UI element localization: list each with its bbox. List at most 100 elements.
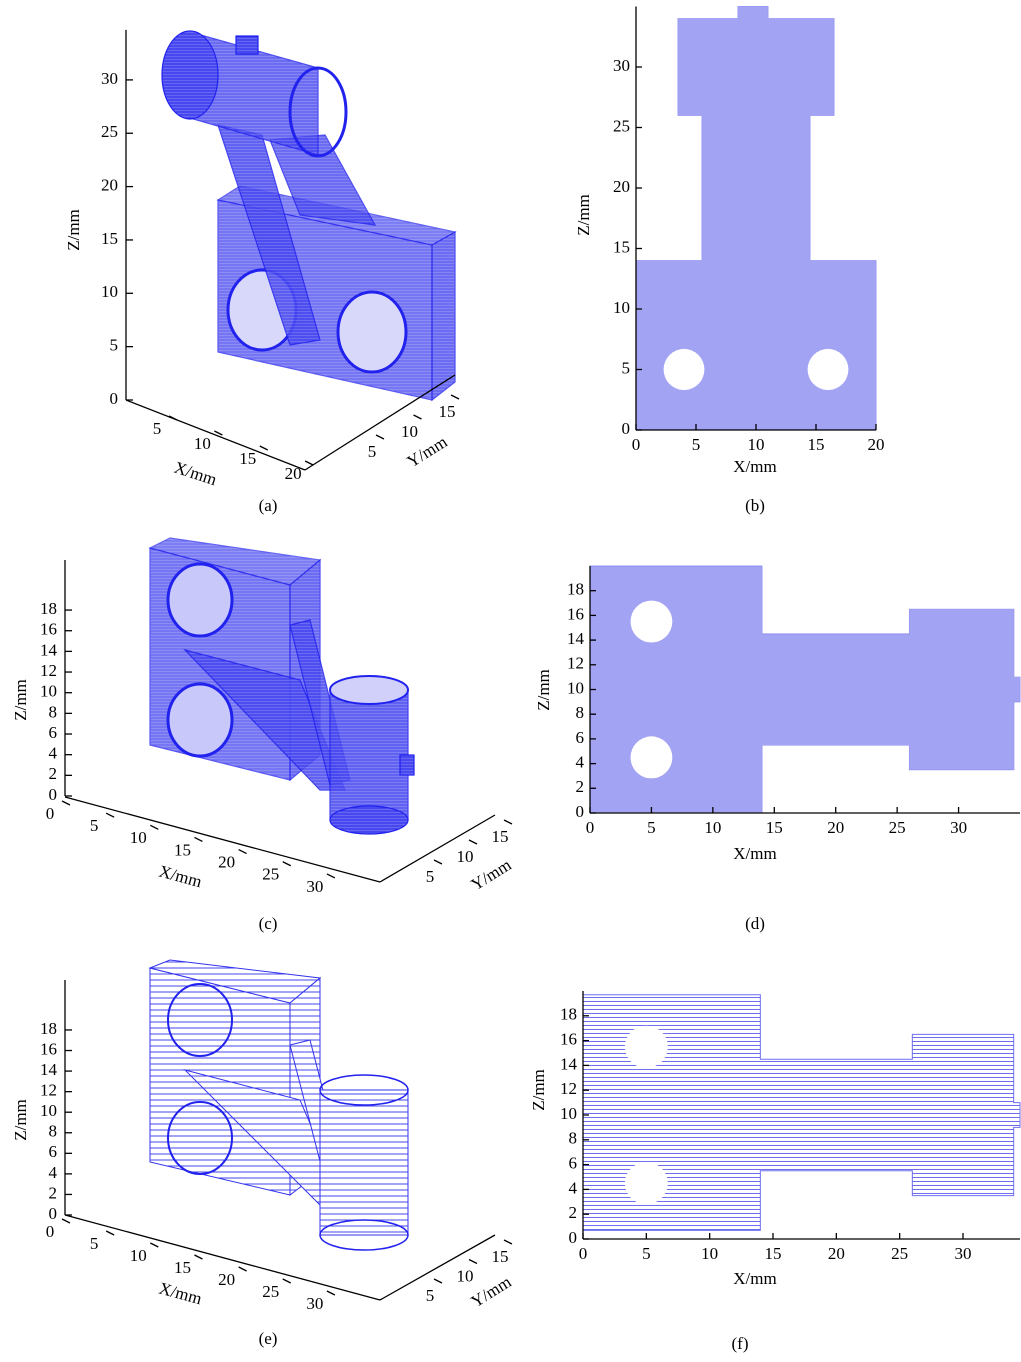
z-tick-label: 8 (49, 702, 58, 721)
x-tick-label: 5 (90, 816, 99, 835)
y-tick-label: 10 (560, 1104, 577, 1123)
y-tick-label: 10 (401, 422, 418, 441)
x-tick-label: 15 (765, 1244, 782, 1263)
y-tick (434, 860, 442, 864)
y-tick (434, 1279, 442, 1283)
z-axis-title: Z/mm (11, 679, 30, 721)
y-tick-label: 15 (492, 1247, 509, 1266)
y-tick (469, 840, 477, 844)
y-tick (504, 1240, 512, 1244)
y-axis-title: Y/mm (468, 1272, 515, 1311)
y-tick-label: 18 (567, 580, 584, 599)
hole (664, 349, 705, 390)
y-tick-label: 4 (576, 753, 585, 772)
x-tick-label: 25 (891, 1244, 908, 1263)
y-tick (504, 820, 512, 824)
z-tick-label: 10 (101, 282, 118, 301)
x-tick-label: 25 (889, 818, 906, 837)
y-axis-title: Y/mm (468, 855, 515, 894)
x-tick-label: 10 (748, 435, 765, 454)
x-tick-label: 5 (642, 1244, 651, 1263)
y-tick-label: 5 (426, 867, 435, 886)
z-tick-label: 15 (101, 229, 118, 248)
render-e (150, 960, 408, 1250)
x-tick-label: 30 (950, 818, 967, 837)
x-tick (239, 1267, 247, 1271)
z-tick-label: 8 (49, 1122, 58, 1141)
x-axis-title: X/mm (157, 1279, 204, 1309)
z-tick-label: 25 (101, 122, 118, 141)
y-tick (376, 435, 384, 439)
x-tick-label: 25 (262, 865, 279, 884)
hole (808, 349, 849, 390)
y-axis-title: Z/mm (529, 1069, 548, 1111)
y-tick-label: 18 (560, 1005, 577, 1024)
z-tick-label: 0 (49, 785, 58, 804)
y-tick-label: 4 (569, 1178, 578, 1197)
y-tick-label: 2 (576, 777, 585, 796)
z-tick-label: 14 (40, 640, 58, 659)
y-tick-label: 0 (569, 1228, 578, 1247)
z-tick-label: 14 (40, 1060, 58, 1079)
y-tick-label: 10 (457, 1266, 474, 1285)
z-tick-label: 18 (40, 1019, 57, 1038)
y-tick-label: 5 (622, 358, 631, 377)
x-tick-label: 20 (828, 1244, 845, 1263)
y-tick-label: 10 (457, 847, 474, 866)
x-tick (62, 1219, 70, 1223)
z-tick-label: 4 (49, 744, 58, 763)
caption: (c) (259, 914, 278, 933)
z-axis-title: Z/mm (11, 1099, 30, 1141)
x-tick-label: 20 (827, 818, 844, 837)
z-tick-label: 2 (49, 1183, 58, 1202)
x-tick-label: 20 (218, 1270, 235, 1289)
caption: (b) (745, 496, 765, 515)
y-tick-label: 2 (569, 1203, 578, 1222)
y-tick (469, 1260, 477, 1264)
x-tick (327, 1291, 335, 1295)
x-tick (283, 1279, 291, 1283)
hole (631, 601, 673, 643)
render-a (162, 31, 455, 400)
x-tick-label: 0 (586, 818, 595, 837)
x-tick (150, 825, 158, 829)
y-tick-label: 15 (492, 827, 509, 846)
y-tick (451, 395, 459, 399)
hole (625, 1026, 668, 1068)
x-tick-label: 30 (955, 1244, 972, 1263)
x-tick-label: 10 (704, 818, 721, 837)
x-tick-label: 30 (306, 1294, 323, 1313)
z-tick-label: 12 (40, 661, 57, 680)
y-tick-label: 16 (560, 1030, 577, 1049)
x-tick-label: 10 (130, 1246, 147, 1265)
x-tick (283, 862, 291, 866)
x-tick-label: 5 (692, 435, 701, 454)
y-tick-label: 12 (560, 1079, 577, 1098)
z-tick-label: 5 (110, 336, 119, 355)
x-tick-label: 30 (306, 877, 323, 896)
x-tick-label: 20 (868, 435, 885, 454)
x-tick (106, 1231, 114, 1235)
x-tick (106, 813, 114, 817)
y-tick-label: 14 (567, 629, 585, 648)
y-tick-label: 5 (426, 1286, 435, 1305)
y-tick-label: 10 (613, 298, 630, 317)
y-axis-title: Z/mm (574, 194, 593, 236)
y-tick-label: 8 (576, 703, 585, 722)
hole (625, 1162, 668, 1204)
y-tick-label: 12 (567, 654, 584, 673)
x-axis-title: X/mm (733, 844, 776, 863)
x-tick (194, 1255, 202, 1259)
z-tick-label: 6 (49, 723, 58, 742)
y-tick-label: 25 (613, 116, 630, 135)
caption: (a) (259, 496, 278, 515)
x-axis-title: X/mm (733, 1269, 776, 1288)
y-tick-label: 6 (576, 728, 585, 747)
y-tick-label: 15 (439, 402, 456, 421)
z-tick-label: 16 (40, 620, 57, 639)
x-tick-label: 10 (194, 434, 211, 453)
z-tick-label: 18 (40, 599, 57, 618)
z-tick-label: 20 (101, 176, 118, 195)
figure: 051015202530510152051015Z/mmX/mmY/mm(a)0… (0, 0, 1021, 1362)
y-tick-label: 30 (613, 56, 630, 75)
